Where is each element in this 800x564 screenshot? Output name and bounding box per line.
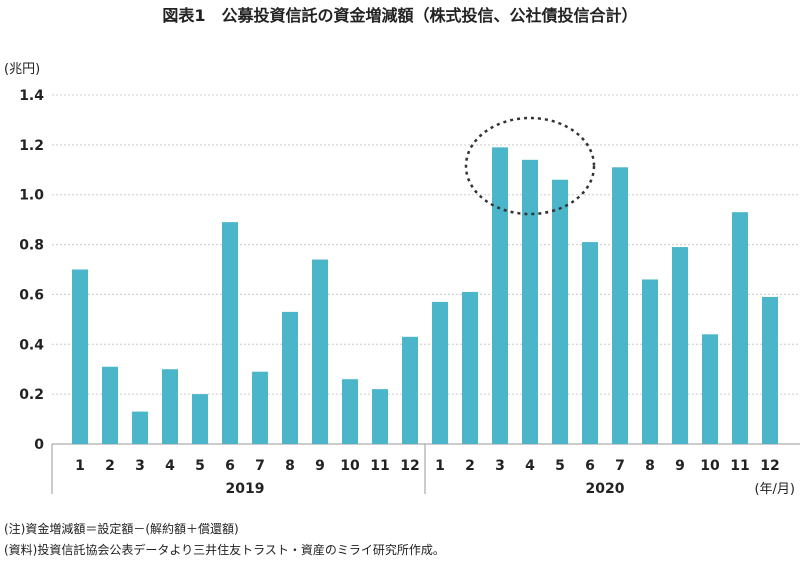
x-tick-label: 5 xyxy=(195,458,205,474)
bar xyxy=(522,159,538,445)
x-tick-label: 4 xyxy=(165,458,175,474)
x-tick-label: 4 xyxy=(525,458,535,474)
bar xyxy=(732,212,748,444)
y-axis-unit: (兆円) xyxy=(4,62,41,77)
y-tick-label: 1.0 xyxy=(19,188,44,204)
x-tick-label: 2 xyxy=(105,458,115,474)
y-tick-label: 0.2 xyxy=(19,387,44,403)
year-label: 2019 xyxy=(226,481,265,497)
chart-title: 図表1 公募投資信託の資金増減額（株式投信、公社債投信合計） xyxy=(162,6,638,25)
note-text: (注)資金増減額＝設定額－(解約額＋償還額) xyxy=(4,522,239,536)
x-tick-label: 10 xyxy=(700,458,720,474)
x-tick-label: 7 xyxy=(255,458,265,474)
x-tick-label: 5 xyxy=(555,458,565,474)
bar xyxy=(102,366,118,444)
x-tick-label: 6 xyxy=(225,458,235,474)
y-tick-label: 0.8 xyxy=(19,238,44,254)
x-tick-label: 2 xyxy=(465,458,475,474)
bar xyxy=(762,296,778,444)
highlight-ellipse xyxy=(464,116,596,216)
x-tick-label: 8 xyxy=(645,458,655,474)
bar xyxy=(252,371,268,444)
bar xyxy=(372,389,388,444)
x-tick-label: 11 xyxy=(730,458,749,474)
y-tick-label: 0 xyxy=(34,437,44,453)
bar xyxy=(132,411,148,444)
x-tick-label: 6 xyxy=(585,458,595,474)
x-tick-label: 12 xyxy=(760,458,779,474)
x-tick-label: 8 xyxy=(285,458,295,474)
source-text: (資料)投資信託協会公表データより三井住友トラスト・資産のミライ研究所作成。 xyxy=(4,543,445,557)
bar xyxy=(462,291,478,444)
bar xyxy=(342,379,358,444)
bar xyxy=(282,311,298,444)
y-tick-label: 0.4 xyxy=(19,337,44,353)
x-tick-label: 3 xyxy=(135,458,145,474)
bar xyxy=(192,394,208,444)
bar xyxy=(402,336,418,444)
x-tick-label: 11 xyxy=(370,458,389,474)
x-tick-label: 12 xyxy=(400,458,419,474)
x-tick-label: 7 xyxy=(615,458,625,474)
x-tick-label: 1 xyxy=(435,458,445,474)
x-tick-label: 9 xyxy=(315,458,325,474)
x-tick-label: 10 xyxy=(340,458,360,474)
bar xyxy=(222,222,238,444)
bar xyxy=(72,269,88,444)
year-label: 2020 xyxy=(586,481,625,497)
bar xyxy=(162,369,178,444)
bar xyxy=(432,301,448,444)
bar xyxy=(312,259,328,444)
x-tick-label: 1 xyxy=(75,458,85,474)
x-tick-label: 9 xyxy=(675,458,685,474)
x-tick-label: 3 xyxy=(495,458,505,474)
y-tick-label: 1.4 xyxy=(19,88,44,104)
bar xyxy=(582,242,598,444)
y-tick-label: 1.2 xyxy=(19,138,44,154)
bar xyxy=(612,167,628,445)
bar xyxy=(552,179,568,444)
bar xyxy=(702,334,718,444)
y-tick-label: 0.6 xyxy=(19,287,44,303)
bar xyxy=(492,147,508,444)
bar xyxy=(642,279,658,444)
bar xyxy=(672,247,688,444)
x-axis-unit: (年/月) xyxy=(754,482,795,497)
